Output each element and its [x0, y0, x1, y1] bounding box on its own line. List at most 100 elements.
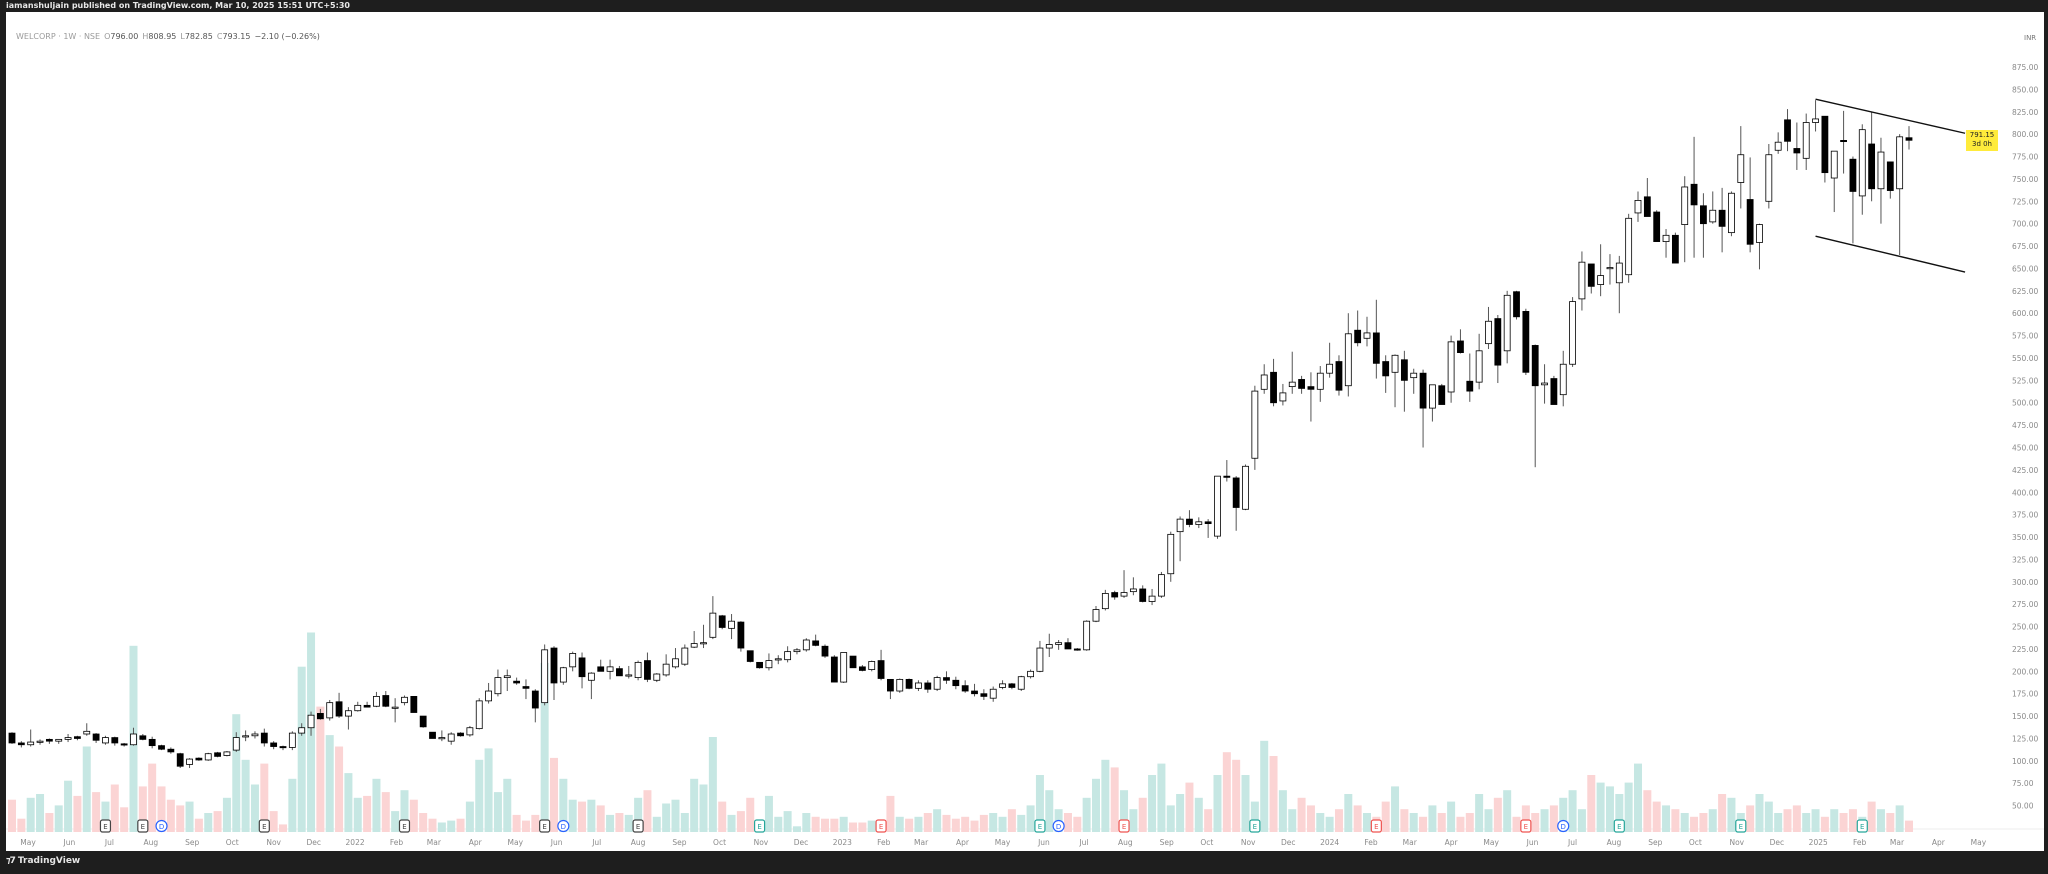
price-tick-label: 625.00	[2012, 287, 2038, 296]
candlestick-chart[interactable]: 875.00 850.00 825.00 800.00 775.00 750.00 725.…	[6, 12, 2044, 851]
close-label: C	[216, 32, 223, 41]
earnings-marker-icon[interactable]: E	[258, 819, 270, 833]
candle-up	[765, 660, 773, 669]
volume-bar	[1820, 816, 1829, 832]
volume-bar	[1428, 805, 1437, 832]
candle-up	[728, 620, 735, 629]
chart-pane[interactable]: 875.00 850.00 825.00 800.00 775.00 750.00 725.…	[6, 12, 2044, 851]
time-tick-label: May	[508, 838, 524, 847]
dividend-marker-icon[interactable]: D	[1557, 819, 1570, 833]
candle-up	[700, 642, 707, 645]
volume-bar	[718, 801, 727, 832]
earnings-marker-icon[interactable]: E	[1613, 819, 1625, 833]
candle-down	[1849, 158, 1857, 192]
volume-bar	[1353, 805, 1362, 832]
volume-bar	[1839, 813, 1848, 832]
volume-bar	[1690, 816, 1699, 832]
candle-up	[1410, 372, 1418, 379]
time-tick-label: Feb	[390, 838, 404, 847]
channel-trendline	[1815, 98, 1966, 134]
candle-up	[503, 675, 511, 678]
volume-bar	[1867, 801, 1876, 832]
dividend-marker-icon[interactable]: D	[1052, 819, 1065, 833]
earnings-marker-icon[interactable]: E	[1034, 819, 1046, 833]
volume-bar	[363, 795, 372, 832]
volume-bar	[961, 816, 970, 832]
candle-up	[1326, 363, 1334, 374]
dividend-marker-icon[interactable]: D	[155, 819, 168, 833]
candle-down	[1840, 140, 1847, 143]
earnings-marker-icon[interactable]: E	[1520, 819, 1532, 833]
volume-bar	[727, 814, 736, 832]
volume-bar	[746, 797, 755, 832]
earnings-marker-icon[interactable]: E	[753, 819, 766, 833]
volume-bar	[1652, 801, 1661, 832]
candle-down	[943, 677, 950, 681]
price-tick-label: 250.00	[2012, 623, 2038, 632]
volume-bar	[213, 811, 222, 832]
candle-down	[812, 640, 820, 646]
candle-up	[1812, 118, 1819, 123]
candle-down	[1746, 199, 1754, 245]
time-tick-label: May	[20, 838, 36, 847]
candle-up	[36, 740, 44, 743]
time-tick-label: Jul	[104, 838, 114, 847]
close-value: 793.15	[222, 32, 251, 41]
candle-up	[1634, 199, 1642, 214]
candle-down	[1354, 329, 1362, 344]
earnings-marker-icon[interactable]: E	[1370, 819, 1382, 833]
volume-bar	[1222, 752, 1231, 832]
volume-bar	[1278, 790, 1287, 832]
volume-bar	[1708, 809, 1717, 832]
candle-down	[616, 668, 623, 677]
candle-down	[139, 735, 147, 740]
earnings-marker-icon[interactable]: E	[1118, 819, 1130, 833]
earnings-marker-icon[interactable]: E	[99, 819, 112, 833]
earnings-marker-icon[interactable]: E	[1249, 819, 1261, 833]
candle-up	[1344, 333, 1352, 387]
candle-up	[662, 663, 670, 676]
volume-bar	[989, 813, 998, 832]
volume-bar	[970, 820, 979, 832]
volume-bar	[372, 778, 381, 832]
volume-bar	[587, 799, 596, 832]
candle-up	[1214, 475, 1221, 537]
candle-up	[1541, 382, 1548, 386]
time-tick-label: Mar	[1890, 838, 1905, 847]
earnings-marker-icon[interactable]: E	[539, 819, 551, 833]
volume-bar	[1288, 809, 1297, 832]
volume-bar	[1391, 786, 1400, 832]
volume-bar	[26, 797, 35, 832]
earnings-marker-icon[interactable]: E	[632, 819, 644, 833]
currency-label[interactable]: INR	[2024, 34, 2037, 42]
volume-bar	[802, 813, 811, 832]
volume-bar	[1176, 794, 1185, 832]
tradingview-logo[interactable]: ⁊7 TradingView	[6, 856, 80, 866]
candle-down	[1335, 361, 1343, 391]
bar-countdown: 3d 0h	[1971, 140, 1992, 148]
dividend-marker-icon[interactable]: D	[557, 819, 570, 833]
volume-bar	[1232, 759, 1241, 832]
candle-up	[1756, 224, 1763, 243]
tradingview-logo-icon: ⁊7	[6, 856, 16, 866]
earnings-marker-icon[interactable]: E	[875, 819, 887, 833]
symbol-label[interactable]: WELCORP · 1W · NSE	[16, 32, 101, 41]
volume-bar	[671, 799, 680, 832]
candle-down	[1008, 683, 1016, 688]
volume-bar	[503, 778, 512, 832]
volume-bar	[1082, 797, 1091, 832]
earnings-marker-icon[interactable]: E	[1735, 819, 1747, 833]
candle-up	[896, 678, 904, 692]
volume-bar	[73, 795, 82, 832]
earnings-marker-icon[interactable]: E	[137, 819, 149, 833]
candle-up	[326, 702, 334, 719]
earnings-marker-icon[interactable]: E	[1856, 819, 1868, 833]
candle-down	[279, 746, 287, 749]
earnings-marker-icon[interactable]: E	[398, 819, 411, 833]
candle-down	[961, 685, 969, 692]
candle-down	[1821, 115, 1829, 174]
time-tick-label: Jul	[1078, 838, 1088, 847]
candle-up	[1158, 574, 1165, 597]
candle-up	[690, 643, 698, 648]
time-tick-label: Jul	[591, 838, 601, 847]
